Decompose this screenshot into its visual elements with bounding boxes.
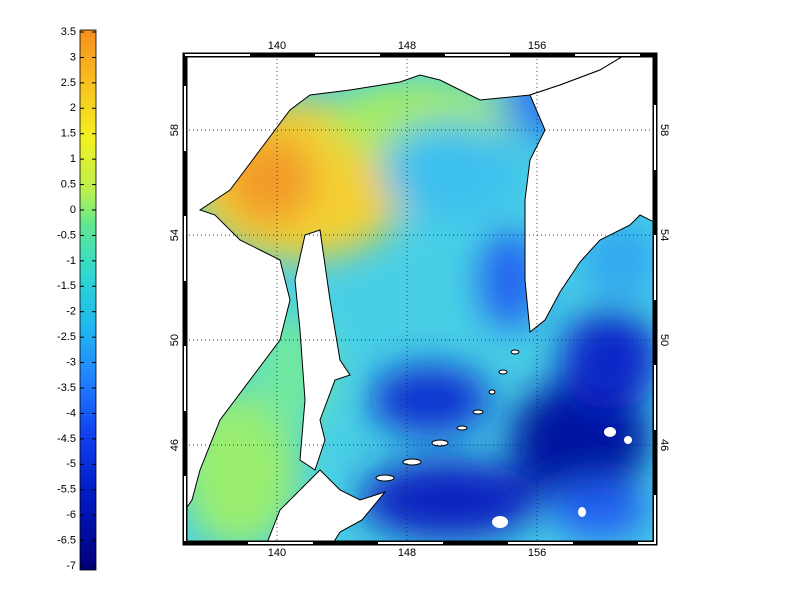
y-tick-label: 50 [169, 334, 181, 346]
colorbar-tick-label: -6.5 [57, 534, 76, 546]
colorbar-tick-label: 1.5 [61, 128, 76, 140]
y-tick-label: 54 [658, 229, 670, 241]
hokkaido [266, 469, 387, 543]
mainland [185, 55, 626, 511]
colorbar-tick-label: -5 [66, 458, 76, 470]
colorbar-tick-label: -1 [66, 255, 76, 267]
x-tick-label: 156 [528, 40, 546, 52]
colorbar-tick-label: -6 [66, 509, 76, 521]
colorbar-tick-label: -5.5 [57, 484, 76, 496]
map-frame-pattern [184, 54, 656, 544]
y-tick-label: 58 [169, 124, 181, 136]
colorbar-tick-label: 2 [70, 102, 76, 114]
colorbar-tick-label: -7 [66, 560, 76, 572]
field [185, 55, 655, 543]
colorbar-tick-label: 2.5 [61, 77, 76, 89]
no-data [492, 427, 632, 528]
colorbar-tick-label: 3 [70, 51, 76, 63]
colorbar [79, 29, 97, 571]
y-tick-label: 50 [658, 334, 670, 346]
colorbar-tick-label: 0 [70, 204, 76, 216]
colorbar-tick-label: -0.5 [57, 229, 76, 241]
colorbar-tick-label: 1 [70, 153, 76, 165]
colorbar-tick-label: -4 [66, 407, 76, 419]
colorbar-tick-label: -1.5 [57, 280, 76, 292]
colorbar-tick-label: -3.5 [57, 382, 76, 394]
colorbar-ticks: 3.5 3 2.5 2 1.5 1 0.5 0 -0.5 -1 -1.5 -2 -2.5 -3 -3.5 -4… [57, 26, 96, 572]
y-tick-label: 58 [658, 124, 670, 136]
x-tick-label: 148 [398, 40, 416, 52]
x-tick-label: 148 [398, 547, 416, 559]
colorbar-tick-label: -2.5 [57, 331, 76, 343]
x-tick-label: 140 [268, 40, 286, 52]
y-tick-label: 46 [169, 439, 181, 451]
map-grid: 140 140 148 148 156 156 46 46 50 50 54 54 58 58 [169, 40, 670, 559]
colorbar-tick-label: -2 [66, 306, 76, 318]
colorbar-tick-label: 3.5 [61, 26, 76, 38]
colorbar-tick-label: 0.5 [61, 178, 76, 190]
x-tick-label: 156 [528, 547, 546, 559]
y-tick-label: 46 [658, 439, 670, 451]
x-tick-label: 140 [268, 547, 286, 559]
sakhalin [294, 229, 351, 471]
colorbar-tick-label: -3 [66, 356, 76, 368]
y-tick-label: 54 [169, 229, 181, 241]
colorbar-tick-label: -4.5 [57, 433, 76, 445]
kuril-islands [375, 349, 520, 482]
